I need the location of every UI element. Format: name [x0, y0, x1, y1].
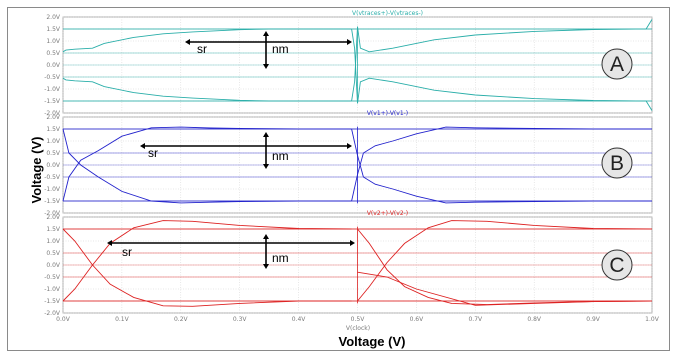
y-tick-label: -0.5V — [44, 174, 61, 181]
x-axis-caption: V(clock) — [346, 325, 370, 332]
y-tick-label: 0.0V — [46, 262, 61, 269]
y-tick-label: -2.0V — [44, 310, 61, 317]
panel-c: 2.0V 1.5V 1.0V 0.5V 0.0V -0.5V -1.0V -1.5V -2.0V… — [44, 210, 660, 323]
y-tick-label: -1.0V — [44, 286, 61, 293]
y-tick-label: 0.0V — [46, 62, 61, 69]
y-tick-label: 1.5V — [46, 26, 61, 33]
series-line — [62, 126, 352, 202]
x-tick-label: 0.1V — [115, 316, 130, 323]
series-line — [62, 228, 352, 307]
y-tick-label: 0.0V — [46, 162, 61, 169]
x-tick-label: 0.3V — [233, 316, 248, 323]
panel-badge-letter: C — [609, 254, 624, 277]
y-tick-label: 0.5V — [46, 150, 61, 157]
series-line — [351, 19, 653, 102]
sr-arrow-head-left — [185, 39, 190, 45]
panel-a: 2.0V 1.5V 1.0V 0.5V 0.0V -0.5V -1.0V -1.5V -2.0V… — [44, 10, 653, 117]
y-axis-title: Voltage (V) — [29, 137, 44, 204]
panel-badge-letter: B — [610, 152, 624, 175]
y-tick-label: -0.5V — [44, 74, 61, 81]
trace-label: V(v2+)-V(v2-) — [367, 210, 408, 217]
nm-arrow-head-up — [263, 234, 269, 239]
panel-badge-circle — [601, 48, 633, 80]
x-tick-label: 1.0V — [645, 316, 660, 323]
y-tick-label: -2.0V — [44, 110, 61, 117]
panels-group: 2.0V 1.5V 1.0V 0.5V 0.0V -0.5V -1.0V -1.5V -2.0V… — [44, 10, 660, 323]
nm-arrow-head-up — [263, 31, 269, 36]
sr-label: sr — [122, 245, 132, 259]
sr-arrow-head-right — [347, 143, 352, 149]
y-tick-label: 2.0V — [46, 114, 61, 121]
trace-label: V(vtraces+)-V(vtraces-) — [352, 10, 423, 17]
y-tick-label: -0.5V — [44, 274, 61, 281]
x-tick-label: 0.5V — [351, 316, 366, 323]
x-tick-label: 0.9V — [586, 316, 601, 323]
x-tick-label: 0.4V — [292, 316, 307, 323]
sr-arrow-head-right — [347, 39, 352, 45]
series-line — [62, 28, 352, 53]
x-tick-label: 0.8V — [527, 316, 542, 323]
nm-arrow-head-down — [263, 264, 269, 269]
y-tick-label: 2.0V — [46, 214, 61, 221]
nm-label: nm — [272, 42, 289, 56]
x-tick-label: 0.6V — [410, 316, 425, 323]
series-line — [351, 126, 652, 202]
panel-badge-letter: A — [610, 53, 624, 76]
x-tick-label: 0.0V — [56, 316, 71, 323]
series-line — [351, 128, 652, 204]
y-tick-label: -1.0V — [44, 186, 61, 193]
series-line — [351, 28, 653, 111]
y-tick-label: 1.0V — [46, 138, 61, 145]
panel-badge-circle — [601, 147, 633, 179]
sr-arrow-head-left — [140, 143, 145, 149]
series-line — [62, 220, 352, 302]
series-line — [62, 128, 352, 204]
nm-label: nm — [272, 149, 289, 163]
panel-badge-circle — [601, 249, 633, 281]
sr-label: sr — [148, 146, 158, 160]
sr-arrow-head-right — [350, 240, 355, 246]
y-tick-label: 0.5V — [46, 250, 61, 257]
panel-b: 2.0V 1.5V 1.0V 0.5V 0.0V -0.5V -1.0V -1.5V -2.0V… — [44, 110, 653, 217]
trace-label: V(v1+)-V(v1-) — [367, 110, 408, 117]
series-line — [62, 77, 352, 102]
y-tick-label: -2.0V — [44, 210, 61, 217]
x-axis-title: Voltage (V) — [339, 334, 406, 349]
nm-arrow-head-down — [263, 64, 269, 69]
y-tick-label: 0.5V — [46, 50, 61, 57]
nm-arrow-head-down — [263, 164, 269, 169]
series-line — [357, 271, 653, 306]
y-tick-label: 2.0V — [46, 14, 61, 21]
y-tick-label: -1.5V — [44, 198, 61, 205]
sr-label: sr — [197, 42, 207, 56]
x-tick-label: 0.2V — [174, 316, 189, 323]
y-tick-label: 1.0V — [46, 38, 61, 45]
x-tick-label: 0.7V — [468, 316, 483, 323]
y-tick-label: 1.5V — [46, 226, 61, 233]
y-tick-label: 1.5V — [46, 126, 61, 133]
y-tick-label: -1.0V — [44, 86, 61, 93]
y-tick-label: 1.0V — [46, 238, 61, 245]
nm-arrow-head-up — [263, 132, 269, 137]
series-line — [357, 220, 653, 302]
nm-label: nm — [272, 251, 289, 265]
y-tick-label: -1.5V — [44, 298, 61, 305]
y-tick-label: -1.5V — [44, 98, 61, 105]
sr-arrow-head-left — [107, 240, 112, 246]
